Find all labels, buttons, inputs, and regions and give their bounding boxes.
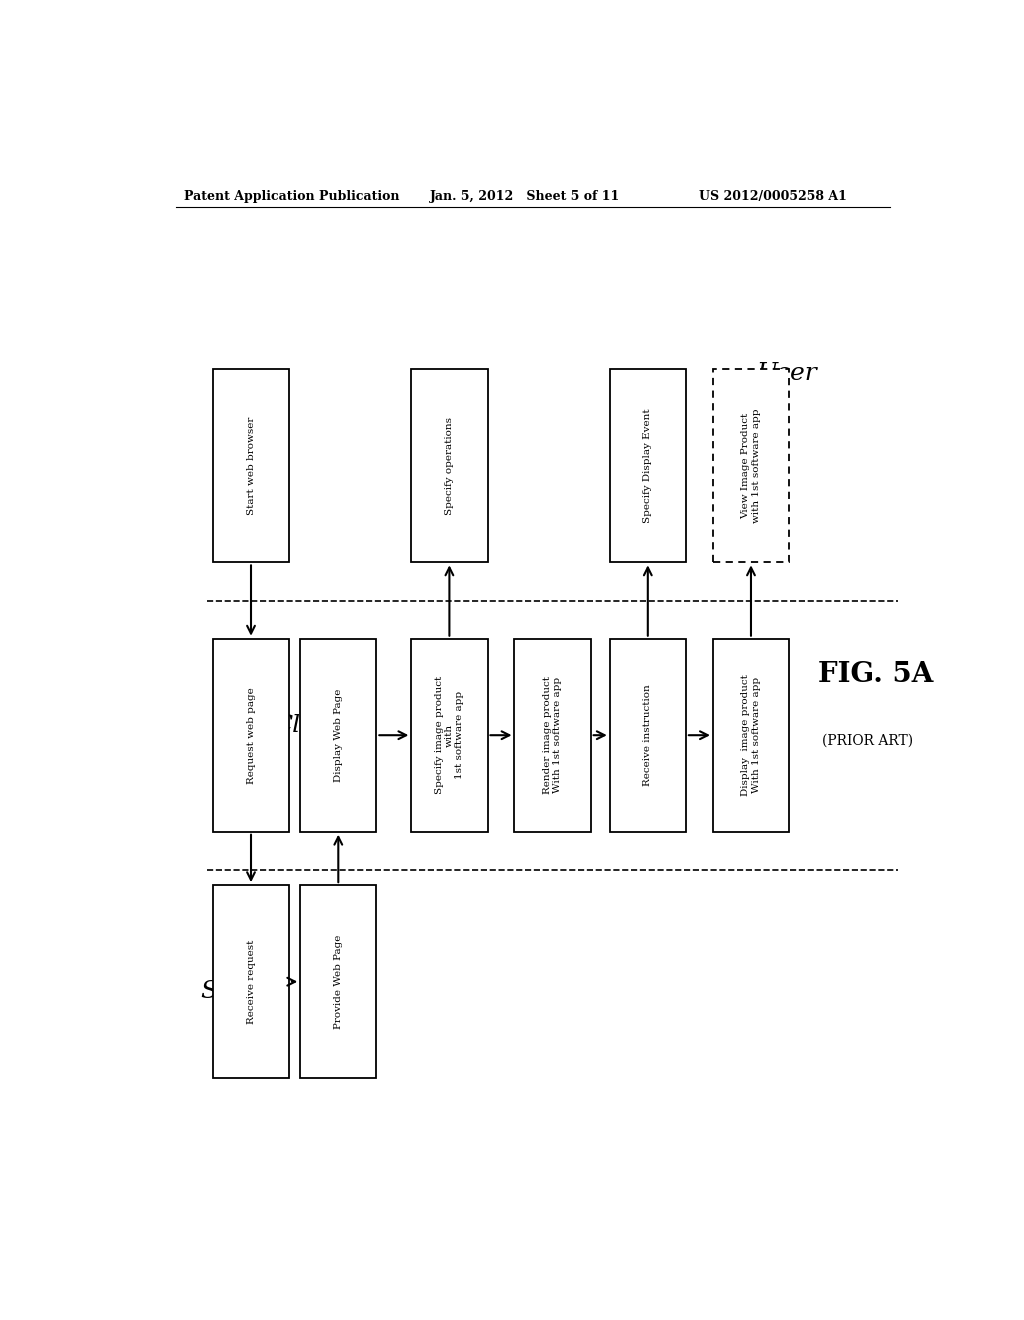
Text: Start web browser: Start web browser [247,417,256,515]
Bar [609,370,686,562]
Bar [300,886,377,1078]
Text: Receive instruction: Receive instruction [643,684,652,787]
Text: Display  image product
With 1st software app: Display image product With 1st software … [741,675,761,796]
Text: US 2012/0005258 A1: US 2012/0005258 A1 [699,190,847,202]
Text: Specify Display Event: Specify Display Event [643,409,652,523]
Bar [514,639,591,832]
Bar [213,886,289,1078]
Text: View Image Product
with 1st software app: View Image Product with 1st software app [741,409,761,523]
Text: Server: Server [201,981,286,1003]
Bar [213,639,289,832]
Text: FIG. 5A: FIG. 5A [818,661,934,688]
Text: Specify operations: Specify operations [444,417,454,515]
Bar [300,639,377,832]
Text: Receive request: Receive request [247,940,256,1024]
Text: Client: Client [272,714,348,737]
Text: Patent Application Publication: Patent Application Publication [183,190,399,202]
Bar [412,370,487,562]
Text: Specify image product
with
1st software app: Specify image product with 1st software … [435,676,464,795]
Text: Display Web Page: Display Web Page [334,689,343,781]
Text: Render image product
With 1st software app: Render image product With 1st software a… [543,676,562,795]
Text: (PRIOR ART): (PRIOR ART) [822,734,913,747]
Text: Provide Web Page: Provide Web Page [334,935,343,1028]
Bar [713,370,790,562]
Text: Jan. 5, 2012   Sheet 5 of 11: Jan. 5, 2012 Sheet 5 of 11 [430,190,620,202]
Bar [713,639,790,832]
Bar [412,639,487,832]
Text: User: User [757,362,817,384]
Bar [213,370,289,562]
Bar [609,639,686,832]
Text: Request web page: Request web page [247,686,256,784]
